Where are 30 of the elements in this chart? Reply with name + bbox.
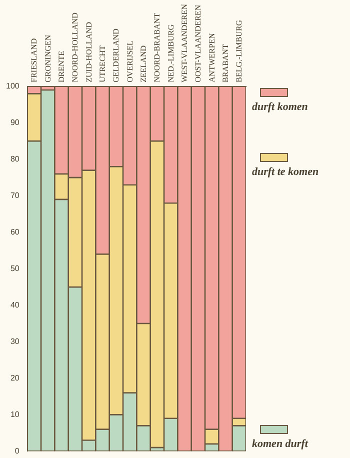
x-tick-label: GRONINGEN: [43, 34, 52, 82]
x-tick-label: ANTWERPEN: [207, 32, 216, 82]
legend-label: komen durft: [252, 438, 310, 450]
legend-label: durft te komen: [252, 166, 320, 178]
x-tick-label: ZEELAND: [139, 45, 148, 82]
x-tick-label: BRABANT: [220, 44, 230, 82]
x-tick-label: NOORD-BRABANT: [152, 12, 162, 82]
x-tick-label: UTRECHT: [98, 45, 108, 82]
x-tick-label: GELDERLAND: [112, 28, 121, 82]
y-tick-label: 80: [10, 154, 20, 164]
y-tick-label: 100: [6, 82, 20, 91]
y-tick-label: 30: [10, 336, 20, 346]
y-tick-label: 50: [10, 264, 20, 273]
y-tick-label: 70: [10, 191, 20, 200]
y-tick-label: 10: [10, 410, 20, 419]
y-tick-label: 40: [10, 300, 20, 310]
x-tick-label: ZUID-HOLLAND: [84, 22, 94, 82]
x-tick-label: NOORD-HOLLAND: [70, 12, 80, 82]
y-tick-label: 90: [10, 118, 20, 128]
x-tick-label: WEST-VLAANDEREN: [180, 4, 189, 82]
x-tick-label: FRIESLAND: [30, 38, 39, 82]
y-tick-label: 60: [10, 228, 20, 236]
series-label: durft komen: [252, 101, 309, 113]
x-tick-label: OOST-VLAANDEREN: [194, 4, 203, 82]
x-tick-label: OVERIJSEL: [125, 40, 134, 82]
x-tick-label: NED.-LIMBURG: [166, 24, 176, 82]
y-tick-label: 20: [10, 373, 20, 382]
x-tick-label: BELG.-LIMBURG: [234, 20, 244, 82]
y-tick-label: 0: [14, 446, 20, 456]
x-tick-label: DRENTE: [57, 50, 66, 82]
